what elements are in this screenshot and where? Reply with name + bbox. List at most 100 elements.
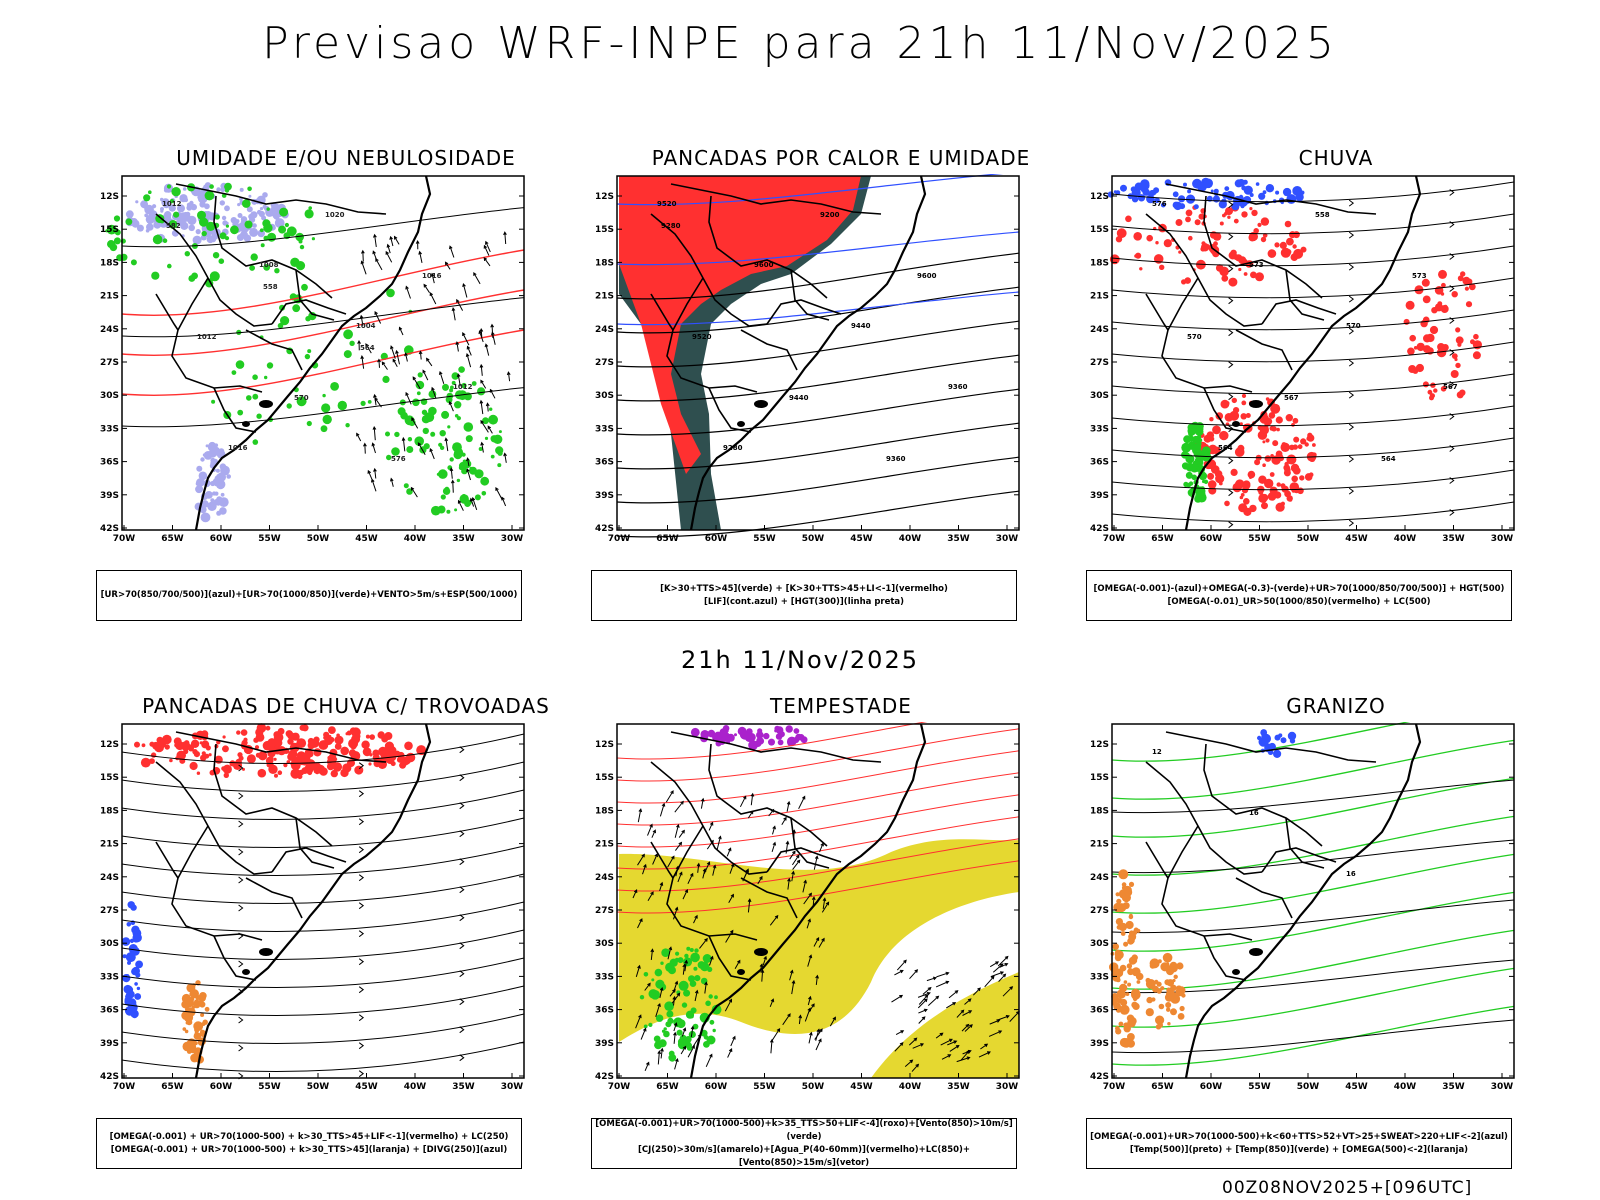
shade-dot (456, 478, 461, 483)
lagoon (737, 969, 745, 975)
shade-dot (277, 727, 285, 735)
shade-dot (222, 735, 226, 739)
stream-arrow (1449, 317, 1455, 324)
shade-dot (1438, 269, 1447, 279)
wind-arrow (449, 467, 454, 479)
shade-dot (277, 322, 284, 329)
shade-dot (131, 1012, 138, 1019)
shade-dot (292, 304, 301, 313)
shade-dot (414, 436, 425, 447)
lagoon (259, 948, 273, 956)
shade-dot (712, 1028, 716, 1033)
wind-arrow (430, 272, 435, 284)
wind-arrow (359, 314, 364, 326)
stream-arrow (358, 902, 365, 910)
wind-arrow (415, 239, 420, 250)
shade-dot (154, 742, 164, 753)
shade-dot (1454, 357, 1458, 362)
wind-arrow (640, 1027, 647, 1040)
shade-dot (1227, 215, 1231, 219)
wind-arrow (802, 879, 807, 893)
wind-arrow (361, 249, 365, 262)
shade-dot (181, 1000, 190, 1009)
shade-dot (1262, 233, 1268, 238)
shade-dot (390, 761, 396, 767)
state-border (1145, 841, 1169, 879)
shade-dot (1179, 1005, 1185, 1012)
map-frame (121, 723, 525, 1079)
shade-dot (246, 395, 252, 401)
lat-label: 39S (595, 491, 614, 501)
wind-arrow (371, 478, 377, 492)
lat-label: 15S (1090, 225, 1109, 235)
streamline (1111, 437, 1515, 459)
shade-dot (221, 215, 227, 221)
shade-dot (1123, 980, 1128, 984)
shade-dot (666, 1010, 674, 1018)
shade-dot (1460, 271, 1466, 277)
contour-label: 570 (1187, 333, 1202, 341)
wind-arrow (483, 244, 490, 256)
shade-dot (140, 200, 148, 209)
state-border (666, 277, 758, 393)
shade-dot (1115, 918, 1123, 926)
state-border (1203, 387, 1247, 433)
stream-arrow (358, 846, 365, 854)
shade-dot (1299, 475, 1305, 481)
shade-dot (1300, 438, 1307, 445)
stream-arrow (238, 876, 244, 884)
shade-dot (237, 213, 243, 218)
lagoon (259, 400, 273, 408)
lon-label: 50W (802, 1082, 825, 1092)
shade-dot (212, 477, 222, 487)
shade-dot (1286, 454, 1297, 465)
shade-dot (180, 221, 189, 230)
map-frame (121, 175, 525, 531)
jet-yellow-area (871, 972, 1019, 1078)
wind-arrow (659, 802, 666, 817)
legend-box: [UR>70(850/700/500)](azul)+[UR>70(1000/8… (96, 570, 522, 621)
shade-dot (296, 396, 307, 407)
shade-dot (149, 741, 155, 747)
shade-dot (287, 738, 294, 745)
shade-dot (421, 409, 428, 415)
shade-dot (127, 901, 135, 909)
lon-label: 65W (1151, 1082, 1174, 1092)
shade-dot (174, 743, 179, 748)
state-border (1145, 213, 1263, 327)
shade-dot (1126, 1039, 1135, 1048)
shade-dot (1131, 990, 1141, 1000)
shade-dot (236, 234, 244, 241)
panel-chuva: CHUVA 576 573 570 567 564 558 573 570 567 564 12S 1… (1086, 146, 1586, 626)
shade-dot (337, 400, 347, 411)
shade-dot (1160, 202, 1166, 208)
wind-arrow (410, 486, 418, 498)
wind-arrow (818, 937, 825, 948)
lat-label: 30S (1090, 391, 1109, 401)
shade-dot (385, 431, 390, 437)
shade-dot (1122, 885, 1132, 895)
stream-arrow (238, 848, 244, 856)
shade-dot (1115, 1028, 1122, 1035)
lat-label: 21S (595, 292, 614, 302)
hail-blue (1257, 729, 1297, 758)
lon-label: 45W (355, 534, 378, 544)
shade-dot (441, 410, 450, 419)
shade-dot (439, 445, 445, 450)
contour-line (616, 456, 1020, 504)
shade-dot (727, 735, 732, 740)
shade-dot (1198, 213, 1205, 220)
shade-dot (1173, 997, 1179, 1002)
shade-dot (1413, 346, 1418, 350)
wind-arrow (935, 980, 950, 988)
shade-dot (209, 184, 214, 189)
shade-dot (113, 215, 121, 222)
contour-label: 9360 (948, 383, 968, 391)
wind-arrow (390, 477, 394, 487)
shade-dot (686, 1045, 691, 1050)
shade-dot (1109, 962, 1119, 972)
wind-arrow (912, 1043, 925, 1049)
stream-arrow (459, 998, 465, 1006)
wind-arrow (948, 990, 959, 999)
